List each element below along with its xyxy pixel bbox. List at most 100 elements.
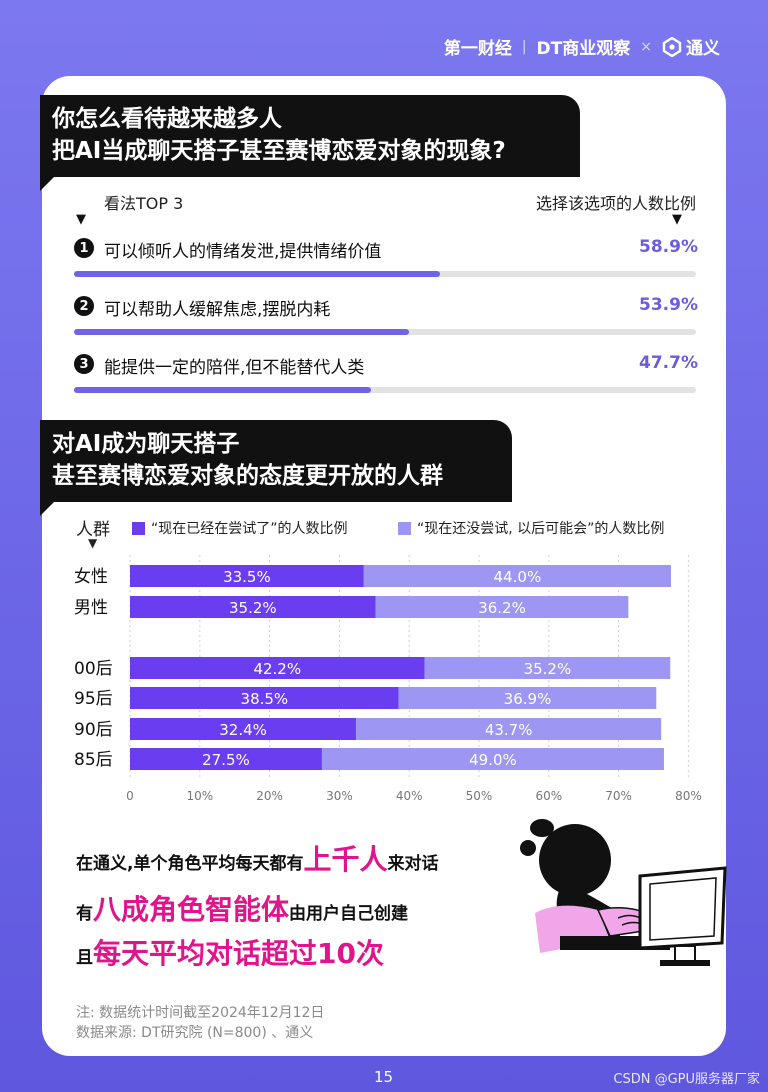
item-text: 能提供一定的陪伴,但不能替代人类 <box>104 358 365 378</box>
item-percent: 58.9% <box>639 237 698 257</box>
watermark: CSDN @GPU服务器厂家 <box>613 1072 760 1087</box>
bar-data-label: 35.2% <box>524 660 572 678</box>
x-tick-label: 40% <box>396 789 423 803</box>
logo-times: × <box>640 38 652 55</box>
legend-item-may-try: “现在还没尝试, 以后可能会”的人数比例 <box>398 518 664 538</box>
category-label: 女性 <box>74 567 108 587</box>
item-bar-fill <box>74 329 410 335</box>
callout-text: 且 <box>76 948 93 968</box>
top3-item-1: 1 可以倾听人的情绪发泄,提供情绪价值 58.9% <box>74 237 698 286</box>
bar-data-label: 49.0% <box>469 751 517 769</box>
x-tick-label: 80% <box>675 789 702 803</box>
x-tick-label: 70% <box>605 789 632 803</box>
logo-dt: DT商业观察 <box>536 39 631 59</box>
bar-segment <box>130 748 322 770</box>
section1-title-line2: 把AI当成聊天搭子甚至赛博恋爱对象的现象? <box>52 138 506 164</box>
x-tick-label: 0 <box>126 789 134 803</box>
x-tick-label: 10% <box>186 789 213 803</box>
callout-text: 来对话 <box>387 854 439 874</box>
legend-swatch <box>398 521 411 535</box>
x-tick-label: 30% <box>326 789 353 803</box>
callout-text: 在通义,单个角色平均每天都有 <box>76 854 304 874</box>
footnote-date: 注: 数据统计时间截至2024年12月12日 <box>76 1005 325 1021</box>
bar-segment <box>130 718 357 740</box>
category-label: 95后 <box>74 689 113 709</box>
bar-segment <box>130 596 376 618</box>
item-bar-track <box>74 329 696 335</box>
callout-text: 有 <box>76 904 93 924</box>
category-label: 85后 <box>74 750 113 770</box>
down-arrow-icon: ▼ <box>88 536 98 550</box>
bar-segment <box>398 687 657 709</box>
item-text: 可以帮助人缓解焦虑,摆脱内耗 <box>104 300 331 320</box>
section2-title-line2: 甚至赛博恋爱对象的态度更开放的人群 <box>52 463 443 489</box>
bar-data-label: 43.7% <box>485 721 533 739</box>
bar-data-label: 27.5% <box>202 751 250 769</box>
banner-tail <box>40 177 54 191</box>
bar-segment <box>130 565 364 587</box>
top3-left-header: 看法TOP 3 <box>104 194 184 213</box>
item-bar-fill <box>74 387 371 393</box>
down-arrow-icon: ▼ <box>76 212 86 227</box>
bar-data-label: 33.5% <box>223 568 271 586</box>
bar-segment <box>375 596 629 618</box>
logo-tongyi-text: 通义 <box>686 39 720 59</box>
footnote-source: 数据来源: DT研究院 (N=800) 、通义 <box>76 1025 314 1041</box>
down-arrow-icon: ▼ <box>672 212 682 227</box>
callout-text: 由用户自己创建 <box>289 904 409 924</box>
bar-data-label: 44.0% <box>494 568 542 586</box>
legend-item-tried: “现在已经在尝试了”的人数比例 <box>132 518 348 538</box>
rank-badge: 1 <box>74 238 94 258</box>
banner-tail <box>40 502 54 516</box>
bar-segment <box>363 565 671 587</box>
top3-right-header: 选择该选项的人数比例 <box>535 194 696 213</box>
callout-highlight: 每天平均对话超过10次 <box>93 937 384 970</box>
category-label: 90后 <box>74 720 113 740</box>
bar-data-label: 42.2% <box>253 660 301 678</box>
item-bar-track <box>74 271 696 277</box>
callout-line-1: 在通义,单个角色平均每天都有上千人来对话 <box>76 838 438 878</box>
item-percent: 53.9% <box>639 295 698 315</box>
x-tick-label: 50% <box>466 789 493 803</box>
logo-tongyi: 通义 <box>662 34 720 59</box>
bar-data-label: 32.4% <box>219 721 267 739</box>
category-label: 男性 <box>74 598 108 618</box>
bar-segment <box>424 657 671 679</box>
item-bar-fill <box>74 271 441 277</box>
group-axis-label: 人群 <box>76 520 110 540</box>
x-tick-label: 20% <box>256 789 283 803</box>
item-text: 可以倾听人的情绪发泄,提供情绪价值 <box>104 242 382 262</box>
bar-data-label: 36.9% <box>504 690 552 708</box>
section1-title-banner: 你怎么看待越来越多人 把AI当成聊天搭子甚至赛博恋爱对象的现象? <box>40 95 580 191</box>
top3-item-3: 3 能提供一定的陪伴,但不能替代人类 47.7% <box>74 353 698 402</box>
section2-title-banner: 对AI成为聊天搭子 甚至赛博恋爱对象的态度更开放的人群 <box>40 420 512 516</box>
rank-badge: 3 <box>74 354 94 374</box>
top3-item-2: 2 可以帮助人缓解焦虑,摆脱内耗 53.9% <box>74 295 698 344</box>
logo-yicai: 第一财经 <box>443 39 512 59</box>
bar-data-label: 38.5% <box>241 690 289 708</box>
x-tick-label: 60% <box>535 789 562 803</box>
legend-swatch <box>132 521 145 535</box>
person-at-computer-illustration <box>520 819 727 966</box>
bar-segment <box>321 748 664 770</box>
header-logos: 第一财经 | DT商业观察 × 通义 <box>444 34 720 59</box>
callout-line-2: 有八成角色智能体由用户自己创建 <box>76 888 408 928</box>
item-bar-track <box>74 387 696 393</box>
bar-segment <box>130 687 399 709</box>
tongyi-logo-icon <box>662 36 682 57</box>
section1-title-line1: 你怎么看待越来越多人 <box>52 106 282 132</box>
page-number: 15 <box>374 1068 394 1086</box>
bar-data-label: 35.2% <box>229 599 277 617</box>
item-percent: 47.7% <box>639 353 698 373</box>
callout-highlight: 上千人 <box>303 843 388 876</box>
legend-label: “现在已经在尝试了”的人数比例 <box>151 521 348 537</box>
callout-highlight: 八成角色智能体 <box>93 893 290 926</box>
footnotes: 注: 数据统计时间截至2024年12月12日 数据来源: DT研究院 (N=80… <box>76 1003 324 1043</box>
category-label: 00后 <box>74 659 113 679</box>
bar-data-label: 36.2% <box>478 599 526 617</box>
logo-divider: | <box>521 38 527 55</box>
legend-label: “现在还没尝试, 以后可能会”的人数比例 <box>417 521 665 537</box>
section2-title-line1: 对AI成为聊天搭子 <box>52 431 240 457</box>
bar-segment <box>130 657 425 679</box>
rank-badge: 2 <box>74 296 94 316</box>
